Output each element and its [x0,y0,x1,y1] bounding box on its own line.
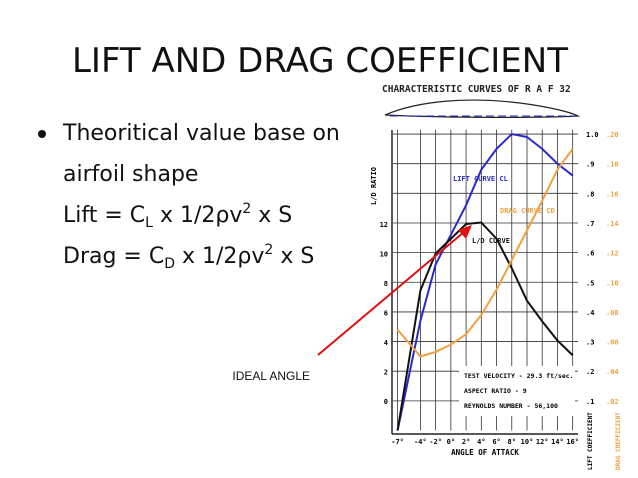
series-line [396,133,574,431]
bullet-line: airfoil shape [63,162,198,187]
series-line [396,148,574,358]
script-text: 2 [264,242,273,258]
y2-tick-label: .3 [586,339,594,347]
y3-tick-label: .06 [606,339,619,347]
x-tick-label: 12° [536,438,549,446]
x-tick-label: 16° [566,438,579,446]
y2-tick-label: .4 [586,309,594,317]
y2-tick-label: 1.0 [586,131,599,139]
x-tick-label: -7° [391,438,404,446]
x-axis-label: ANGLE OF ATTACK [451,448,519,457]
curve-label: L/D CURVE [472,237,510,245]
x-tick-label: -2° [429,438,442,446]
series-line [396,221,574,431]
bullet-line: Theoritical value base on [62,121,340,146]
arrow-head [458,225,472,239]
notes-box [459,366,575,416]
bullet-text: Theoritical value base on airfoil shape Li… [62,121,340,272]
line-part: x 1/2ρv [175,244,264,269]
y2-tick-label: .7 [586,220,594,228]
script-text: D [164,256,175,272]
x-tick-label: 2° [462,438,470,446]
y3-tick-label: .12 [606,250,619,258]
bullet-line: Lift = CL x 1/2ρv2 x S [63,201,292,231]
chart: -7° -4° -2° 0° 2° 4° 6° 8° 10° 12° 14° 16° .1 .2 .3 .4.… [370,84,622,470]
slide-title: LIFT AND DRAG COEFFICIENT [72,41,568,81]
y3-tick-label: .14 [606,220,619,228]
line-part: Drag = C [63,244,164,269]
x-tick-label: 4° [477,438,485,446]
airfoil [384,99,581,118]
y-tick-label: 10 [380,251,388,259]
y2-tick-label: .9 [586,161,594,169]
y2-tick-label: .8 [586,190,594,198]
y2-tick-label: .2 [586,368,594,376]
y-tick-label: 4 [384,339,388,347]
x-tick-label: -4° [414,438,427,446]
x-tick-label: 8° [508,438,516,446]
x-tick-label: 0° [447,438,455,446]
script-text: L [145,215,153,231]
note: REYNOLDS NUMBER - 56,100 [464,402,558,410]
y2-tick-label: .6 [586,250,594,258]
line-part: x 1/2ρv [153,203,242,228]
bullet-dot [38,130,46,138]
y3-tick-label: .08 [606,309,619,317]
y3-tick-label: .02 [606,398,619,406]
line-part: x S [251,203,292,228]
line-part: Theoritical value base on [62,121,340,146]
line-part: Lift = C [63,203,145,228]
x-tick-label: 6° [492,438,500,446]
annotation: IDEAL ANGLE [232,369,310,383]
chart-title: CHARACTERISTIC CURVES OF R A F 32 [382,84,571,95]
note: TEST VELOCITY - 29.3 ft/sec. [464,372,574,380]
y-tick-label: 8 [384,280,388,288]
x-tick-label: 14° [551,438,564,446]
x-tick-label: 10° [521,438,534,446]
y-tick-label: 2 [384,369,388,377]
y2-tick-label: .1 [586,398,594,406]
y-tick-label: 12 [380,221,388,229]
y-axis-label: L/D RATIO [370,167,378,205]
y3-tick-label: .18 [606,161,619,169]
line-part: x S [273,244,314,269]
y3-tick-label: .16 [606,190,619,198]
note: ASPECT RATIO - 9 [464,387,527,395]
bullet-line: Drag = CD x 1/2ρv2 x S [63,242,314,272]
curve-label: LIFT CURVE CL [453,175,508,183]
arrow-line [317,231,465,356]
y3-tick-label: .20 [606,131,619,139]
curve-label: DRAG CURVE CD [500,207,555,215]
y2-axis-label: LIFT COEFFICIENT [587,412,594,470]
y2-tick-label: .5 [586,279,594,287]
script-text: 2 [242,201,251,217]
line-part: airfoil shape [63,162,198,187]
y3-axis-label: DRAG COEFFICIENT [615,412,622,470]
y-tick-label: 0 [384,398,388,406]
y3-tick-label: .10 [606,279,619,287]
y-tick-label: 6 [384,310,388,318]
y3-tick-label: .04 [606,368,619,376]
